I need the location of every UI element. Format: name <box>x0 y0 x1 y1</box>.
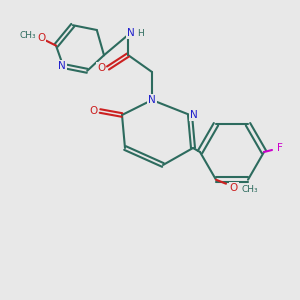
Text: N: N <box>127 28 135 38</box>
Text: O: O <box>230 183 238 193</box>
Text: N: N <box>148 95 156 105</box>
Text: F: F <box>277 143 283 153</box>
Text: CH₃: CH₃ <box>20 31 36 40</box>
Text: O: O <box>97 63 105 73</box>
Text: O: O <box>89 106 97 116</box>
Text: O: O <box>37 33 45 43</box>
Text: N: N <box>58 61 66 71</box>
Text: H: H <box>136 28 143 38</box>
Text: N: N <box>190 110 198 120</box>
Text: CH₃: CH₃ <box>242 185 258 194</box>
